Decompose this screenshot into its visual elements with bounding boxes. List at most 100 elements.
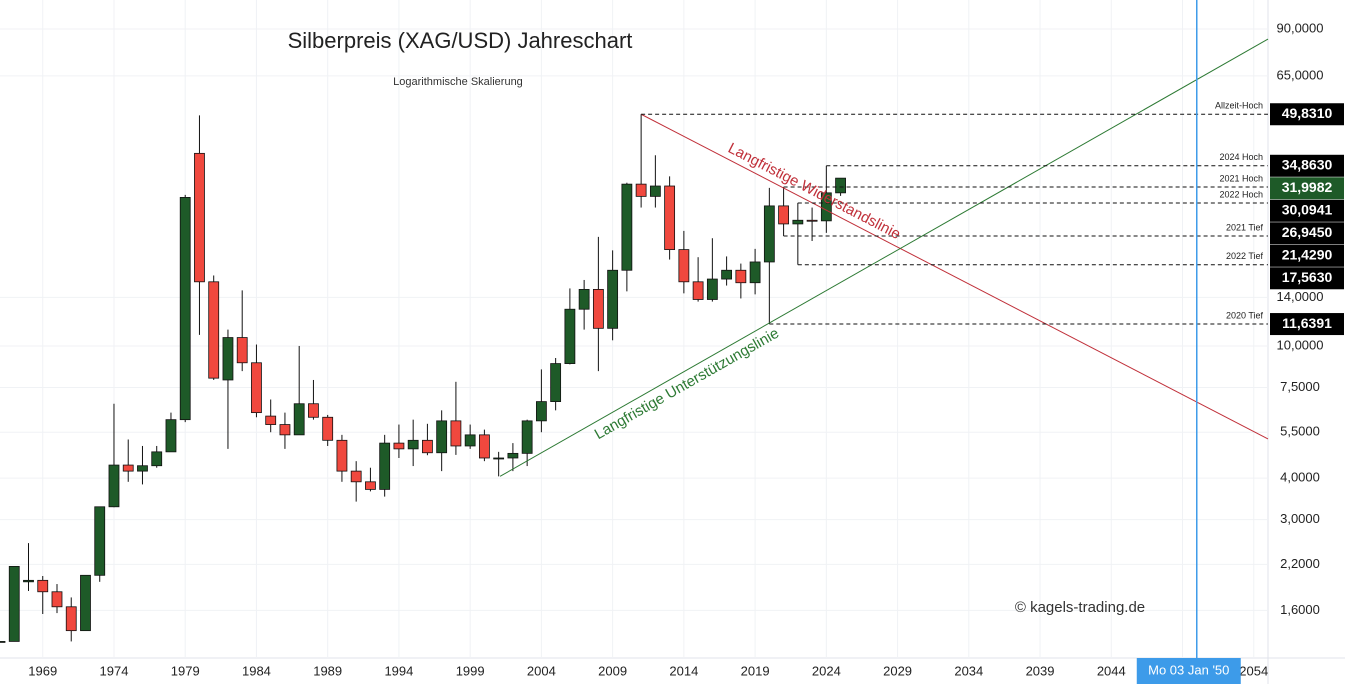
price-label: 26,9450 [1282,224,1333,240]
candle-body [778,205,789,225]
level-name: Allzeit-Hoch [1215,101,1263,111]
candle-body [80,574,91,632]
candle-body [208,281,220,379]
x-tick-label: 2044 [1097,663,1126,678]
price-label-box [1270,154,1344,177]
y-tick-label: 7,5000 [1280,379,1320,394]
candle-body [464,434,476,447]
y-tick-label: 5,5000 [1280,424,1320,439]
candle-body [635,183,647,197]
x-tick-label: 2034 [954,663,983,678]
candle-body [37,579,49,593]
candle-body [792,219,804,225]
y-tick-label: 90,0000 [1277,20,1324,35]
candle-body [422,439,433,454]
candle-body [450,420,462,447]
candle-body [820,192,832,222]
candle-body [649,185,661,197]
price-label: 49,8310 [1282,105,1333,121]
x-tick-label: 1989 [313,663,342,678]
price-label: 34,8630 [1282,156,1333,172]
candle-body [122,464,134,472]
y-tick-label: 4,0000 [1280,470,1320,485]
candle-body [308,403,319,418]
candle-body [835,177,846,194]
price-label-box [1270,267,1344,290]
x-tick-label: 2024 [812,663,841,678]
candle-body [521,420,533,454]
price-label-box [1270,103,1344,126]
candle-body [265,415,277,425]
candle-body [621,183,633,271]
candle-body [108,464,120,508]
trendline [640,113,1269,440]
x-tick-label: 1994 [384,663,413,678]
candle-body [721,269,733,280]
candle-body [194,152,205,283]
price-label-box [1270,177,1344,200]
candle-body [8,565,20,642]
candle-body [322,416,334,441]
price-label: 30,0941 [1282,201,1333,217]
price-label: 21,4290 [1282,246,1333,262]
x-tick-label: 1969 [28,663,57,678]
candle-body [65,606,77,632]
candle-body [749,261,761,284]
candle-body [379,442,391,490]
candle-body [365,481,376,490]
candle-body [706,278,718,300]
candle-body [23,579,34,583]
candle-body [479,434,490,459]
candle-body [393,442,405,450]
candle-body [664,185,676,251]
x-tick-label: 2004 [527,663,556,678]
x-tick-label: 2029 [883,663,912,678]
y-tick-label: 1,6000 [1280,602,1320,617]
candle-body [336,439,348,472]
level-name: 2022 Tief [1226,251,1264,261]
candle-body [735,269,747,284]
crosshair-label: Mo 03 Jan '50 [1148,662,1229,677]
candle-body [493,457,505,460]
x-tick-label: 1979 [171,663,200,678]
candle-body [678,249,690,283]
price-label: 17,5630 [1282,269,1333,285]
candle-body [222,337,234,381]
candle-body [137,465,148,472]
y-tick-label: 10,0000 [1277,337,1324,352]
x-tick-label: 2009 [598,663,627,678]
crosshair-box [1136,658,1241,684]
x-tick-label: 2019 [741,663,770,678]
candle-body [507,452,519,459]
level-name: 2022 Hoch [1219,189,1263,199]
candle-body [564,308,576,364]
candle-body [692,281,704,300]
candle-body [407,439,419,450]
chart-subtitle: Logarithmische Skalierung [393,76,523,88]
level-name: 2021 Tief [1226,222,1264,232]
price-label: 11,6391 [1282,315,1332,331]
candle-body [535,401,547,422]
candle-body [179,197,191,421]
marks [0,38,1269,643]
x-tick-label: 1974 [100,663,129,678]
candle-body [165,419,177,453]
candle-body [550,363,562,402]
price-label-box [1270,244,1344,267]
candle-body [763,205,775,263]
candle-body [578,288,590,310]
candle-body [151,451,163,467]
candle-body [436,420,448,454]
candle-body [279,424,291,436]
price-label-box [1270,199,1344,222]
candle-body [350,470,362,483]
candle-body [607,269,619,329]
candle-body [94,506,106,576]
price-label-box [1270,222,1344,245]
chart-title: Silberpreis (XAG/USD) Jahreschart [288,28,633,53]
candle-body [51,591,63,608]
x-tick-label: 1999 [456,663,485,678]
